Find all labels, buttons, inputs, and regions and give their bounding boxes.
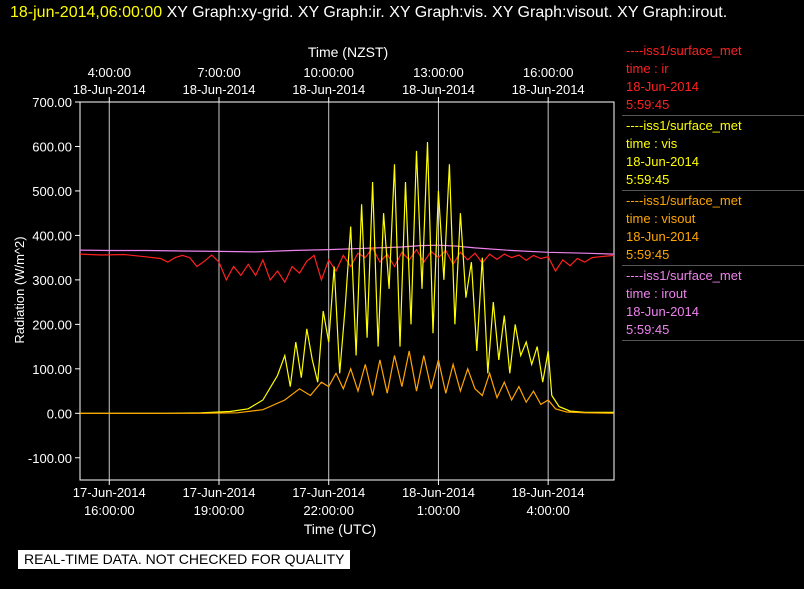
y-tick-label: -100.00 [28,451,72,466]
legend-var: time : visout [626,211,696,226]
legend-date: 18-Jun-2014 [626,79,699,94]
legend-date: 18-Jun-2014 [626,229,699,244]
y-axis-label: Radiation (W/m^2) [12,236,27,343]
legend-var: time : vis [626,136,678,151]
x-tick-label-date: 18-Jun-2014 [402,485,475,500]
x-tick-label-date: 17-Jun-2014 [292,485,365,500]
x-tick-label-time: 1:00:00 [417,503,460,518]
x2-tick-label-time: 13:00:00 [413,65,464,80]
x2-tick-label-time: 16:00:00 [523,65,574,80]
y-tick-label: 300.00 [32,273,72,288]
legend-time: 5:59:45 [626,172,670,187]
x2-tick-label-time: 7:00:00 [197,65,240,80]
top-axis-label: Time (NZST) [308,44,388,60]
x-tick-label-time: 16:00:00 [84,503,135,518]
page-header: 18-jun-2014,06:00:00 XY Graph:xy-grid. X… [10,2,800,24]
x-tick-label-date: 17-Jun-2014 [182,485,255,500]
legend-time: 5:59:45 [626,322,670,337]
x-tick-label-time: 4:00:00 [526,503,569,518]
y-tick-label: 200.00 [32,317,72,332]
y-tick-label: 700.00 [32,95,72,110]
legend: ----iss1/surface_met time : ir 18-Jun-2014… [622,42,804,342]
legend-time: 5:59:45 [626,97,670,112]
y-tick-label: 600.00 [32,139,72,154]
x2-tick-label-time: 10:00:00 [303,65,354,80]
x-tick-label-date: 17-Jun-2014 [73,485,146,500]
legend-source: ----iss1/surface_met [626,193,742,208]
header-timestamp: 18-jun-2014,06:00:00 [10,4,163,21]
legend-var: time : ir [626,61,669,76]
legend-date: 18-Jun-2014 [626,154,699,169]
x-tick-label-date: 18-Jun-2014 [512,485,585,500]
y-tick-label: 100.00 [32,362,72,377]
bottom-axis-label: Time (UTC) [304,521,377,537]
series-line-irout [79,244,615,255]
y-tick-label: 0.00 [47,406,72,421]
x-tick-label-time: 22:00:00 [303,503,354,518]
y-tick-label: 500.00 [32,184,72,199]
legend-source: ----iss1/surface_met [626,43,742,58]
series-line-visout [80,350,615,414]
x-tick-label-time: 19:00:00 [194,503,245,518]
legend-var: time : irout [626,286,687,301]
quality-banner: REAL-TIME DATA. NOT CHECKED FOR QUALITY [18,550,351,569]
legend-time: 5:59:45 [626,247,670,262]
y-tick-label: 400.00 [32,228,72,243]
x2-tick-label-date: 18-Jun-2014 [402,82,475,97]
legend-source: ----iss1/surface_met [626,118,742,133]
x2-tick-label-date: 18-Jun-2014 [292,82,365,97]
legend-date: 18-Jun-2014 [626,304,699,319]
x2-tick-label-date: 18-Jun-2014 [73,82,146,97]
plot-frame [79,101,615,481]
series-line-vis [80,141,614,414]
series-line-ir [79,246,615,284]
legend-source: ----iss1/surface_met [626,268,742,283]
x2-tick-label-date: 18-Jun-2014 [182,82,255,97]
x2-tick-label-time: 4:00:00 [88,65,131,80]
header-graph-titles: XY Graph:xy-grid. XY Graph:ir. XY Graph:… [162,4,728,21]
x2-tick-label-date: 18-Jun-2014 [512,82,585,97]
